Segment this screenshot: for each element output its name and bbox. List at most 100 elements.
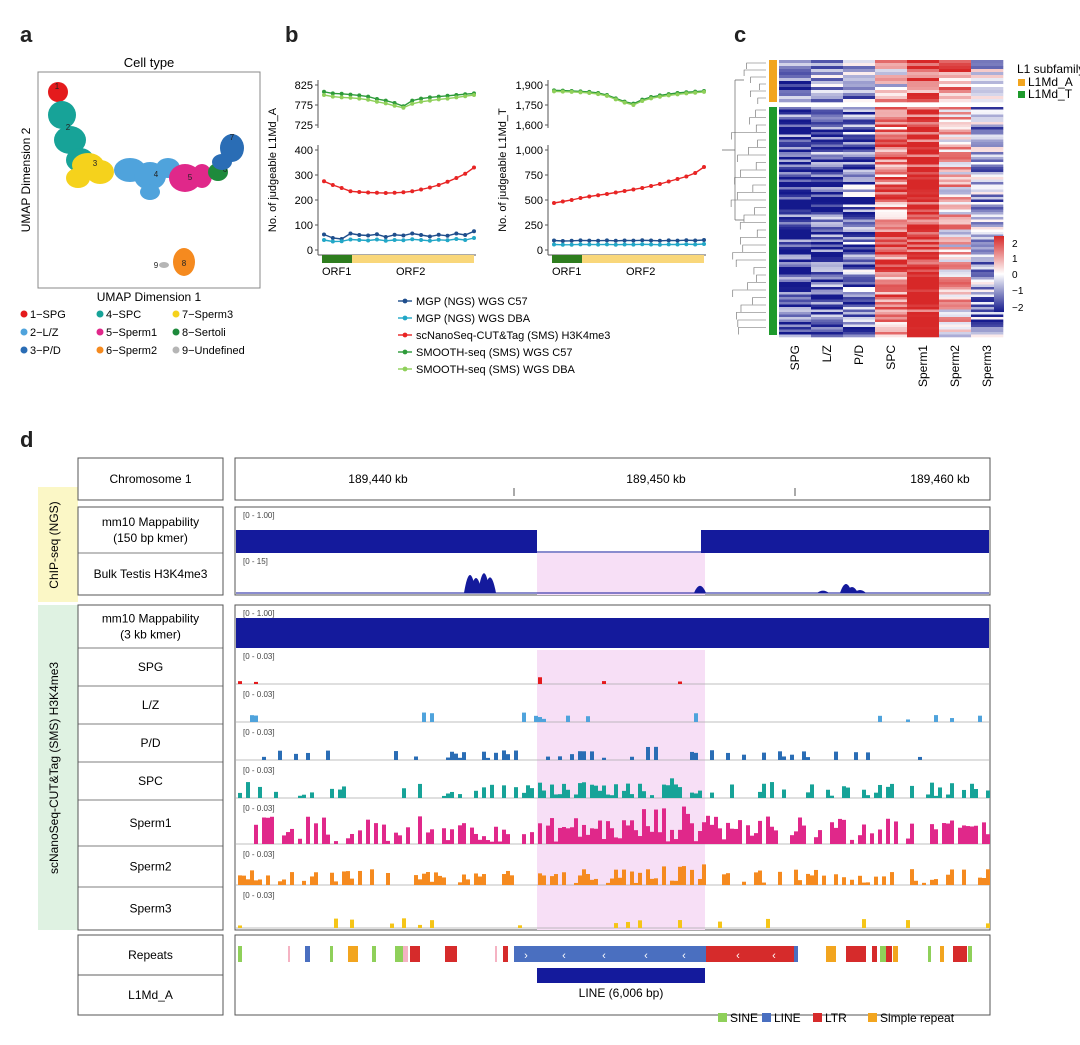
signal-bar [462, 823, 466, 844]
heatmap-cell [939, 137, 972, 140]
signal-bar [794, 831, 798, 844]
heatmap-cell [971, 239, 1004, 243]
heatmap-cell [939, 289, 972, 293]
signal-bar [662, 784, 666, 798]
signal-bar [682, 866, 686, 885]
heatmap-cell [907, 162, 940, 165]
heatmap-cell [811, 324, 844, 328]
signal-bar [398, 835, 402, 844]
heatmap-cell [779, 277, 812, 280]
heatmap-cell [843, 142, 876, 145]
signal-bar [670, 778, 674, 798]
repeat-element [846, 946, 866, 962]
heatmap-cell [939, 63, 972, 67]
signal-bar [918, 756, 922, 760]
heatmap-cell [811, 63, 844, 67]
heatmap-cell [939, 107, 972, 110]
series-point [383, 235, 388, 239]
heatmap-cell [811, 81, 844, 85]
heatmap-cell [811, 289, 844, 293]
signal-bar [374, 823, 378, 844]
heatmap-cell [907, 99, 940, 103]
heatmap-cell [939, 242, 972, 245]
signal-bar [690, 869, 694, 885]
heatmap-cell [939, 319, 972, 323]
heatmap-cell [811, 182, 844, 185]
signal-bar [742, 754, 746, 760]
signal-bar [646, 869, 650, 885]
heatmap-cell [779, 287, 812, 290]
heatmap-cell [811, 187, 844, 190]
signal-bar [702, 864, 706, 885]
heatmap-cell [939, 324, 972, 328]
heatmap-cell [875, 314, 908, 318]
signal-bar [850, 839, 854, 844]
heatmap-cell [843, 182, 876, 185]
legend-label: MGP (NGS) WGS DBA [416, 313, 531, 325]
heatmap-cell [907, 109, 940, 113]
signal-bar [238, 925, 242, 928]
heatmap-cell [779, 127, 812, 130]
signal-bar [422, 712, 426, 722]
signal-bar [558, 794, 562, 798]
heatmap-cell [907, 239, 940, 243]
heatmap-cell [907, 194, 940, 198]
series-point [401, 190, 406, 195]
signal-bar [446, 793, 450, 798]
heatmap-cell [971, 334, 1004, 338]
heatmap-cell [779, 209, 812, 213]
heatmap-cell [971, 284, 1004, 288]
umap-ylabel: UMAP Dimension 2 [19, 127, 33, 232]
signal-bar [862, 919, 866, 928]
heatmap-cell [843, 144, 876, 148]
signal-bar [754, 833, 758, 844]
heatmap-cell [843, 109, 876, 113]
heatmap-cell [907, 199, 940, 203]
signal-bar [606, 794, 610, 798]
heatmap-cell [811, 197, 844, 200]
series-point [419, 96, 424, 101]
heatmap-cell [843, 194, 876, 198]
signal-bar [614, 784, 618, 798]
heatmap-cell [875, 324, 908, 328]
signal-bar [718, 921, 722, 928]
signal-bar [610, 795, 614, 798]
heatmap-cell [811, 207, 844, 210]
heatmap-cell [811, 214, 844, 218]
series-point [348, 237, 353, 242]
heatmap-cell [939, 264, 972, 268]
signal-bar [906, 838, 910, 844]
dendrogram-branch [740, 304, 766, 312]
heatmap-cell [939, 204, 972, 208]
heatmap-cell [907, 262, 940, 265]
dendrogram-root [722, 79, 744, 221]
signal-bar [654, 746, 658, 760]
series-point [702, 242, 706, 246]
heatmap-cell [971, 232, 1004, 235]
heatmap-cell [875, 244, 908, 248]
heatmap-cell [843, 267, 876, 270]
signal-bar [342, 786, 346, 798]
series-point [684, 238, 689, 243]
track-label-l1: L1Md_A [128, 988, 173, 1002]
heatmap-cell [971, 332, 1004, 335]
orf2-label: ORF2 [396, 266, 425, 278]
signal-bar [690, 751, 694, 760]
signal-bar [938, 787, 942, 798]
signal-bar [922, 882, 926, 885]
signal-bar [626, 783, 630, 798]
signal-bar [498, 841, 502, 844]
umap-cluster-blob [54, 126, 86, 154]
repeat-element [886, 946, 892, 962]
signal-bar [834, 827, 838, 844]
heatmap-cell [971, 319, 1004, 323]
heatmap-cell [939, 81, 972, 85]
signal-bar [482, 751, 486, 760]
heatmap-cell [875, 249, 908, 253]
signal-bar [602, 681, 606, 684]
heatmap-cell [843, 239, 876, 243]
series-point [631, 242, 636, 247]
signal-bar [858, 875, 862, 885]
heatmap-cell [811, 152, 844, 155]
peak [854, 590, 866, 593]
